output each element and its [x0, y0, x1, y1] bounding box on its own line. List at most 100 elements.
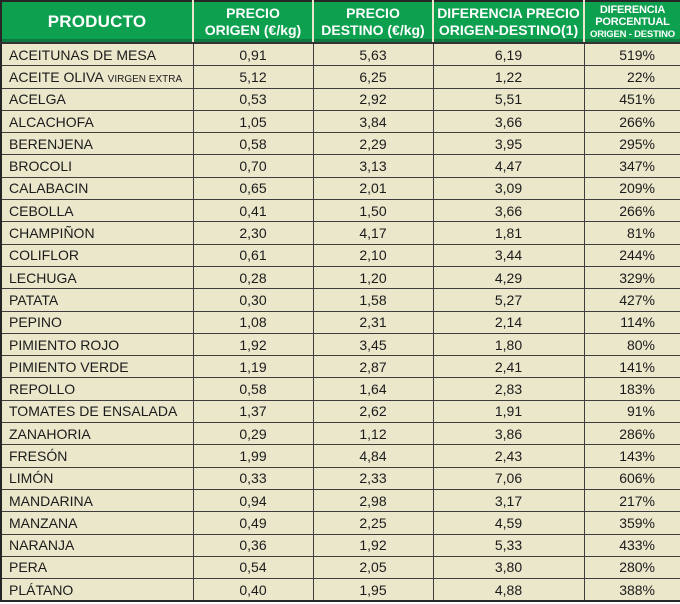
product-name: NARANJA	[9, 537, 75, 554]
precio-origen-cell: 1,99	[192, 444, 314, 468]
product-name-cell: BROCOLI	[0, 154, 194, 178]
diferencia-precio-cell: 2,14	[432, 310, 585, 334]
diferencia-porcentual-cell: 22%	[583, 65, 680, 89]
table-row: FRESÓN 1,99 4,84 2,43 143%	[0, 444, 680, 468]
table-header: PRODUCTO PRECIO ORIGEN (€/kg) PRECIO DES…	[1, 1, 680, 44]
precio-origen-cell: 0,54	[192, 555, 314, 580]
product-name-cell: CHAMPIÑON	[0, 221, 194, 245]
table-row: CHAMPIÑON 2,30 4,17 1,81 81%	[0, 221, 680, 245]
precio-destino-cell: 6,25	[312, 65, 434, 89]
diferencia-precio-cell: 2,83	[432, 377, 585, 401]
table-row: CEBOLLA 0,41 1,50 3,66 266%	[0, 199, 680, 223]
diferencia-precio-cell: 7,06	[432, 466, 585, 490]
diferencia-porcentual-cell: 266%	[583, 199, 680, 223]
header-precio-origen-line2: ORIGEN (€/kg)	[204, 22, 302, 38]
diferencia-precio-cell: 3,66	[432, 199, 585, 223]
product-name: CALABACIN	[9, 180, 89, 197]
diferencia-porcentual-cell: 295%	[583, 132, 680, 156]
precio-destino-cell: 3,84	[312, 109, 434, 134]
table-row: BERENJENA 0,58 2,29 3,95 295%	[0, 132, 680, 156]
precio-destino-cell: 2,05	[312, 555, 434, 580]
table-row: BROCOLI 0,70 3,13 4,47 347%	[0, 154, 680, 178]
table-row: LECHUGA 0,28 1,20 4,29 329%	[0, 265, 680, 290]
header-diferencia-porcentual-line3: ORIGEN - DESTINO	[590, 28, 675, 40]
precio-destino-cell: 2,01	[312, 176, 434, 201]
diferencia-precio-cell: 3,86	[432, 422, 585, 446]
product-name: PLÁTANO	[9, 581, 74, 598]
product-name-cell: TOMATES DE ENSALADA	[0, 399, 194, 424]
precio-destino-cell: 2,33	[312, 466, 434, 490]
diferencia-porcentual-cell: 266%	[583, 109, 680, 134]
diferencia-porcentual-cell: 143%	[583, 444, 680, 468]
diferencia-precio-cell: 4,88	[432, 578, 585, 602]
precio-origen-cell: 2,30	[192, 221, 314, 245]
precio-destino-cell: 3,45	[312, 332, 434, 357]
product-name: REPOLLO	[9, 381, 76, 398]
diferencia-precio-cell: 3,09	[432, 176, 585, 201]
product-name-cell: ACEITE OLIVA VIRGEN EXTRA	[0, 65, 194, 89]
diferencia-porcentual-cell: 329%	[583, 265, 680, 290]
table-row: PLÁTANO 0,40 1,95 4,88 388%	[0, 578, 680, 602]
product-name: CEBOLLA	[9, 202, 74, 219]
table-row: PIMIENTO ROJO 1,92 3,45 1,80 80%	[0, 332, 680, 357]
precio-destino-cell: 2,25	[312, 511, 434, 535]
table-row: PATATA 0,30 1,58 5,27 427%	[0, 288, 680, 312]
product-name-cell: PIMIENTO VERDE	[0, 355, 194, 379]
product-name-cell: LIMÓN	[0, 466, 194, 490]
diferencia-porcentual-cell: 81%	[583, 221, 680, 245]
precio-destino-cell: 4,84	[312, 444, 434, 468]
diferencia-precio-cell: 4,47	[432, 154, 585, 178]
product-name: TOMATES DE ENSALADA	[9, 403, 178, 420]
precio-destino-cell: 1,20	[312, 265, 434, 290]
precio-destino-cell: 1,58	[312, 288, 434, 312]
table-row: REPOLLO 0,58 1,64 2,83 183%	[0, 377, 680, 401]
precio-destino-cell: 1,64	[312, 377, 434, 401]
product-name: PIMIENTO VERDE	[9, 358, 129, 375]
diferencia-precio-cell: 4,29	[432, 265, 585, 290]
table-row: PIMIENTO VERDE 1,19 2,87 2,41 141%	[0, 355, 680, 379]
header-precio-origen: PRECIO ORIGEN (€/kg)	[192, 1, 313, 44]
table-row: ACEITE OLIVA VIRGEN EXTRA 5,12 6,25 1,22 …	[0, 65, 680, 89]
header-precio-origen-line1: PRECIO	[226, 4, 280, 21]
product-name: LIMÓN	[9, 470, 54, 487]
diferencia-precio-cell: 1,22	[432, 65, 585, 89]
precio-destino-cell: 1,95	[312, 578, 434, 602]
diferencia-precio-cell: 3,80	[432, 555, 585, 580]
diferencia-porcentual-cell: 280%	[583, 555, 680, 580]
table-row: ZANAHORIA 0,29 1,12 3,86 286%	[0, 422, 680, 446]
product-name-cell: MANZANA	[0, 511, 194, 535]
precio-origen-cell: 0,94	[192, 488, 314, 513]
product-name: PERA	[9, 559, 48, 576]
header-row: PRODUCTO PRECIO ORIGEN (€/kg) PRECIO DES…	[1, 1, 680, 44]
product-name-cell: ACEITUNAS DE MESA	[0, 42, 194, 67]
table-row: CALABACIN 0,65 2,01 3,09 209%	[0, 176, 680, 201]
precio-origen-cell: 0,40	[192, 578, 314, 602]
diferencia-porcentual-cell: 91%	[583, 399, 680, 424]
precio-destino-cell: 1,12	[312, 422, 434, 446]
header-diferencia-porcentual-line2: PORCENTUAL	[595, 16, 670, 29]
diferencia-porcentual-cell: 427%	[583, 288, 680, 312]
precio-destino-cell: 2,10	[312, 243, 434, 267]
product-name-cell: FRESÓN	[0, 444, 194, 468]
product-name-cell: NARANJA	[0, 533, 194, 557]
precio-origen-cell: 0,36	[192, 533, 314, 557]
header-precio-destino: PRECIO DESTINO (€/kg)	[312, 1, 433, 44]
diferencia-porcentual-cell: 451%	[583, 87, 680, 111]
precio-origen-cell: 0,33	[192, 466, 314, 490]
precio-origen-cell: 0,65	[192, 176, 314, 201]
product-name-cell: BERENJENA	[0, 132, 194, 156]
table-row: NARANJA 0,36 1,92 5,33 433%	[0, 533, 680, 557]
table-row: PEPINO 1,08 2,31 2,14 114%	[0, 310, 680, 334]
product-name-cell: REPOLLO	[0, 377, 194, 401]
product-name-cell: LECHUGA	[0, 265, 194, 290]
diferencia-porcentual-cell: 347%	[583, 154, 680, 178]
header-diferencia-precio-line1: DIFERENCIA PRECIO	[437, 4, 580, 21]
diferencia-precio-cell: 5,51	[432, 87, 585, 111]
precio-origen-cell: 0,49	[192, 511, 314, 535]
product-name-cell: MANDARINA	[0, 488, 194, 513]
product-name: ACEITE OLIVA	[9, 68, 104, 85]
diferencia-porcentual-cell: 209%	[583, 176, 680, 201]
product-name-cell: PERA	[0, 555, 194, 580]
product-name: ACEITUNAS DE MESA	[9, 46, 157, 63]
